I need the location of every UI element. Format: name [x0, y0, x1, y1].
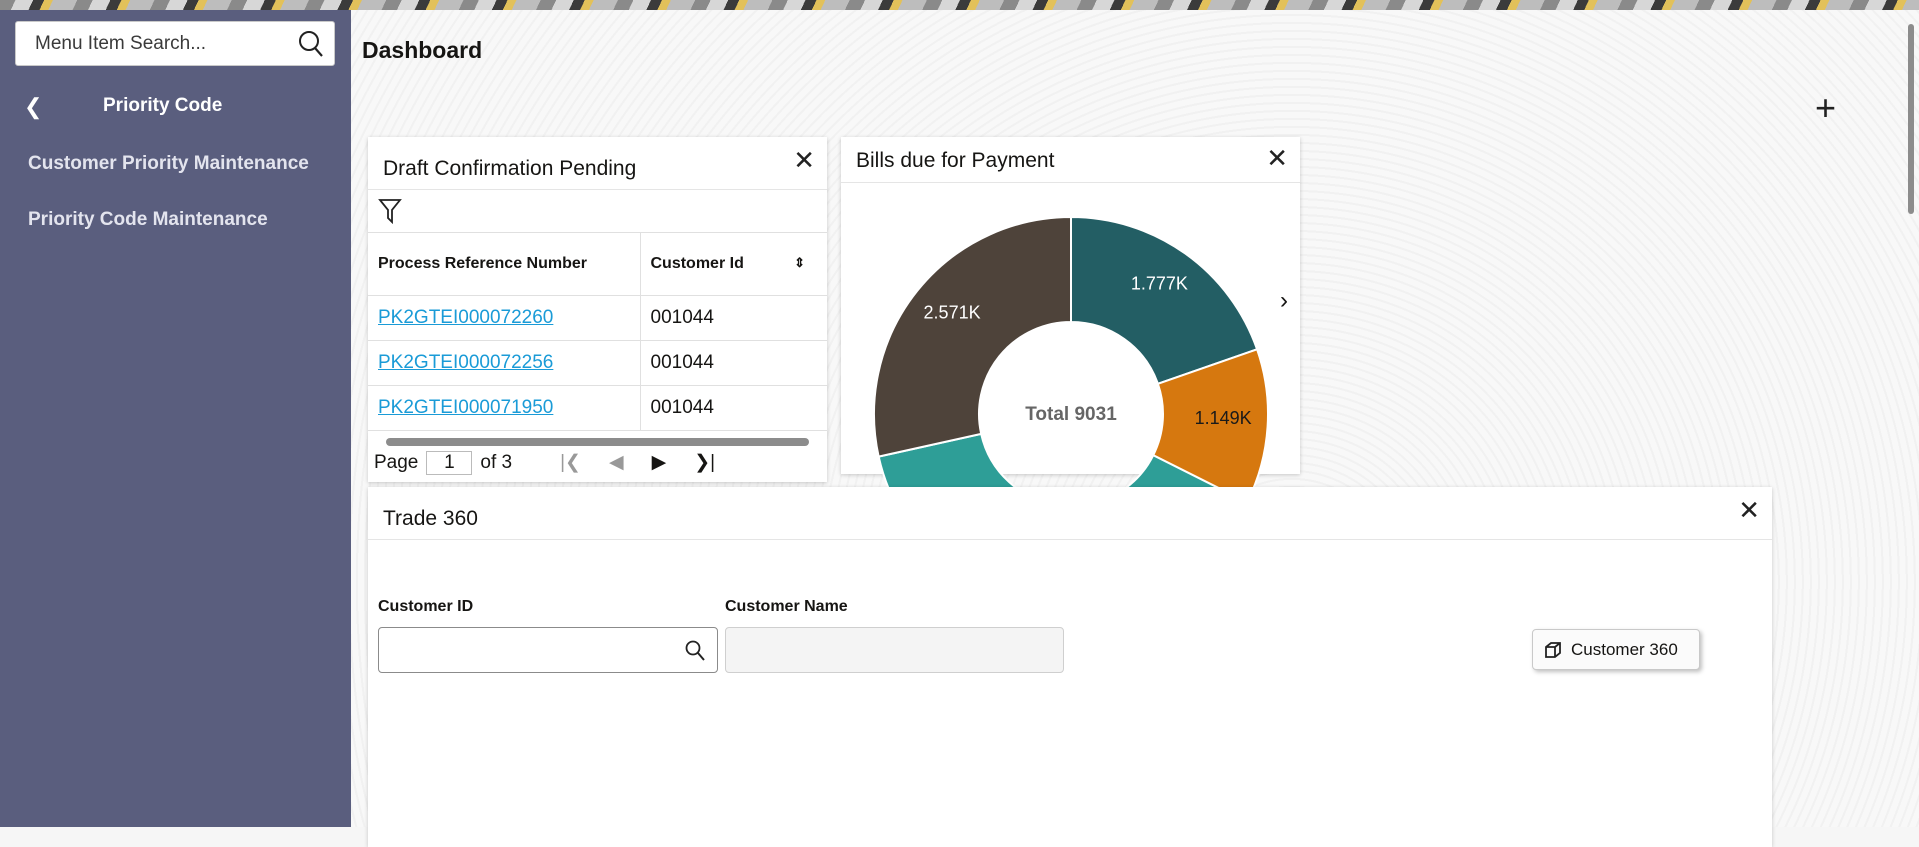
- page-input[interactable]: 1: [426, 451, 473, 475]
- next-chevron-icon[interactable]: ›: [1280, 287, 1288, 314]
- sidebar-title: Priority Code: [103, 95, 223, 116]
- prev-page-icon[interactable]: ◀: [608, 452, 624, 473]
- panel-title: Bills due for Payment: [856, 149, 1055, 172]
- customer-id-cell: 001044: [639, 295, 827, 341]
- customer-id-cell: 001044: [639, 340, 827, 386]
- donut-center-label: Total 9031: [1025, 404, 1117, 425]
- menu-search[interactable]: [15, 21, 335, 66]
- donut-slice[interactable]: [1070, 215, 1259, 386]
- reference-link[interactable]: PK2GTEI000071950: [378, 396, 554, 418]
- sidebar-item-customer-priority-maintenance[interactable]: Customer Priority Maintenance: [28, 153, 309, 174]
- last-page-icon[interactable]: ❯|: [694, 452, 716, 473]
- customer-360-button[interactable]: Customer 360: [1532, 629, 1700, 670]
- page-count: of 3: [480, 452, 513, 473]
- reference-link[interactable]: PK2GTEI000072256: [378, 351, 554, 373]
- sort-icon[interactable]: ⇕: [794, 254, 805, 270]
- close-icon[interactable]: ✕: [793, 145, 815, 175]
- table-row: PK2GTEI000072260 001044: [368, 295, 827, 341]
- vertical-scrollbar[interactable]: [1908, 24, 1914, 214]
- horizontal-scrollbar[interactable]: [372, 435, 823, 449]
- table-row: PK2GTEI000071950 001044: [368, 385, 827, 431]
- next-page-icon[interactable]: ▶: [651, 452, 667, 473]
- donut-chart: 1.777K 1.149K 2.571K Total 9031: [873, 215, 1269, 612]
- add-widget-icon[interactable]: +: [1815, 87, 1837, 128]
- donut-slice[interactable]: [873, 215, 1072, 458]
- cube-icon: [1545, 641, 1561, 658]
- slice-label: 1.777K: [1131, 274, 1188, 294]
- back-chevron-icon[interactable]: ❮: [24, 94, 43, 119]
- panel-title: Trade 360: [383, 507, 478, 530]
- panel-title: Draft Confirmation Pending: [383, 157, 637, 180]
- draft-table: Process Reference Number Customer Id ⇕ PK2…: [368, 233, 827, 431]
- customer-id-input[interactable]: [378, 627, 718, 673]
- sidebar: ❮ Priority Code Customer Priority Mainte…: [0, 10, 351, 827]
- trade-360-panel: Trade 360 ✕ Customer ID Customer Name Cus…: [368, 487, 1772, 847]
- column-header[interactable]: Process Reference Number: [368, 233, 640, 296]
- customer-id-label: Customer ID: [378, 598, 474, 615]
- customer-id-cell: 001044: [639, 385, 827, 431]
- table-row: PK2GTEI000072256 001044: [368, 340, 827, 386]
- page-label: Page: [374, 452, 419, 473]
- page-title: Dashboard: [362, 37, 483, 63]
- reference-link[interactable]: PK2GTEI000072260: [378, 306, 554, 328]
- pagination: Page 1 of 3 |❮ ◀ ▶ ❯|: [374, 451, 715, 475]
- bills-due-panel: Bills due for Payment ✕ 1.777K 1.149K 2.571…: [841, 137, 1300, 612]
- close-icon[interactable]: ✕: [1266, 143, 1288, 173]
- search-icon[interactable]: [298, 30, 324, 58]
- customer-name-field: [725, 627, 1064, 673]
- menu-search-input[interactable]: [16, 22, 276, 65]
- close-icon[interactable]: ✕: [1738, 495, 1760, 525]
- slice-label: 2.571K: [924, 303, 981, 323]
- top-banner: [0, 0, 1919, 10]
- filter-icon[interactable]: [378, 198, 402, 225]
- search-icon[interactable]: [685, 640, 705, 662]
- slice-label: 1.149K: [1195, 408, 1252, 428]
- customer-name-label: Customer Name: [725, 598, 848, 615]
- sidebar-item-priority-code-maintenance[interactable]: Priority Code Maintenance: [28, 209, 268, 230]
- draft-confirmation-panel: Draft Confirmation Pending ✕ Process Refe…: [368, 137, 827, 482]
- column-header[interactable]: Customer Id ⇕: [639, 233, 827, 296]
- first-page-icon[interactable]: |❮: [560, 452, 581, 473]
